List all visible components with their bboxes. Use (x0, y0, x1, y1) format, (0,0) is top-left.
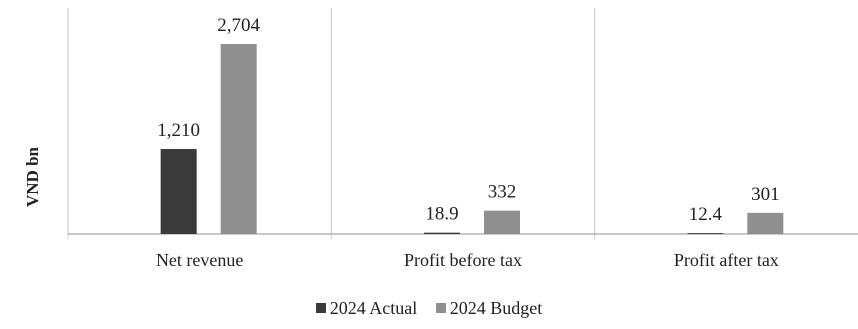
legend-item-budget: 2024 Budget (435, 298, 543, 319)
category-label: Net revenue (156, 250, 243, 270)
category-label: Profit before tax (404, 250, 522, 270)
legend-label-budget: 2024 Budget (449, 298, 543, 318)
bar-actual (424, 232, 460, 234)
y-axis-label: VND bn (23, 147, 42, 207)
legend: 2024 Actual 2024 Budget (0, 298, 858, 319)
data-label: 332 (488, 182, 517, 203)
data-label: 12.4 (689, 204, 723, 225)
bar-budget (747, 212, 784, 234)
data-label: 18.9 (425, 204, 458, 225)
bar-actual (160, 148, 197, 234)
data-label: 1,210 (157, 120, 200, 141)
legend-swatch-actual (315, 303, 326, 313)
legend-item-actual: 2024 Actual (315, 298, 418, 319)
legend-label-actual: 2024 Actual (329, 298, 418, 318)
data-label: 2,704 (217, 15, 260, 36)
bar-budget (220, 44, 257, 234)
bar-budget (484, 210, 520, 234)
bar-actual (687, 233, 724, 234)
legend-swatch-budget (435, 303, 446, 313)
data-label: 301 (751, 184, 780, 205)
category-label: Profit after tax (674, 250, 779, 270)
